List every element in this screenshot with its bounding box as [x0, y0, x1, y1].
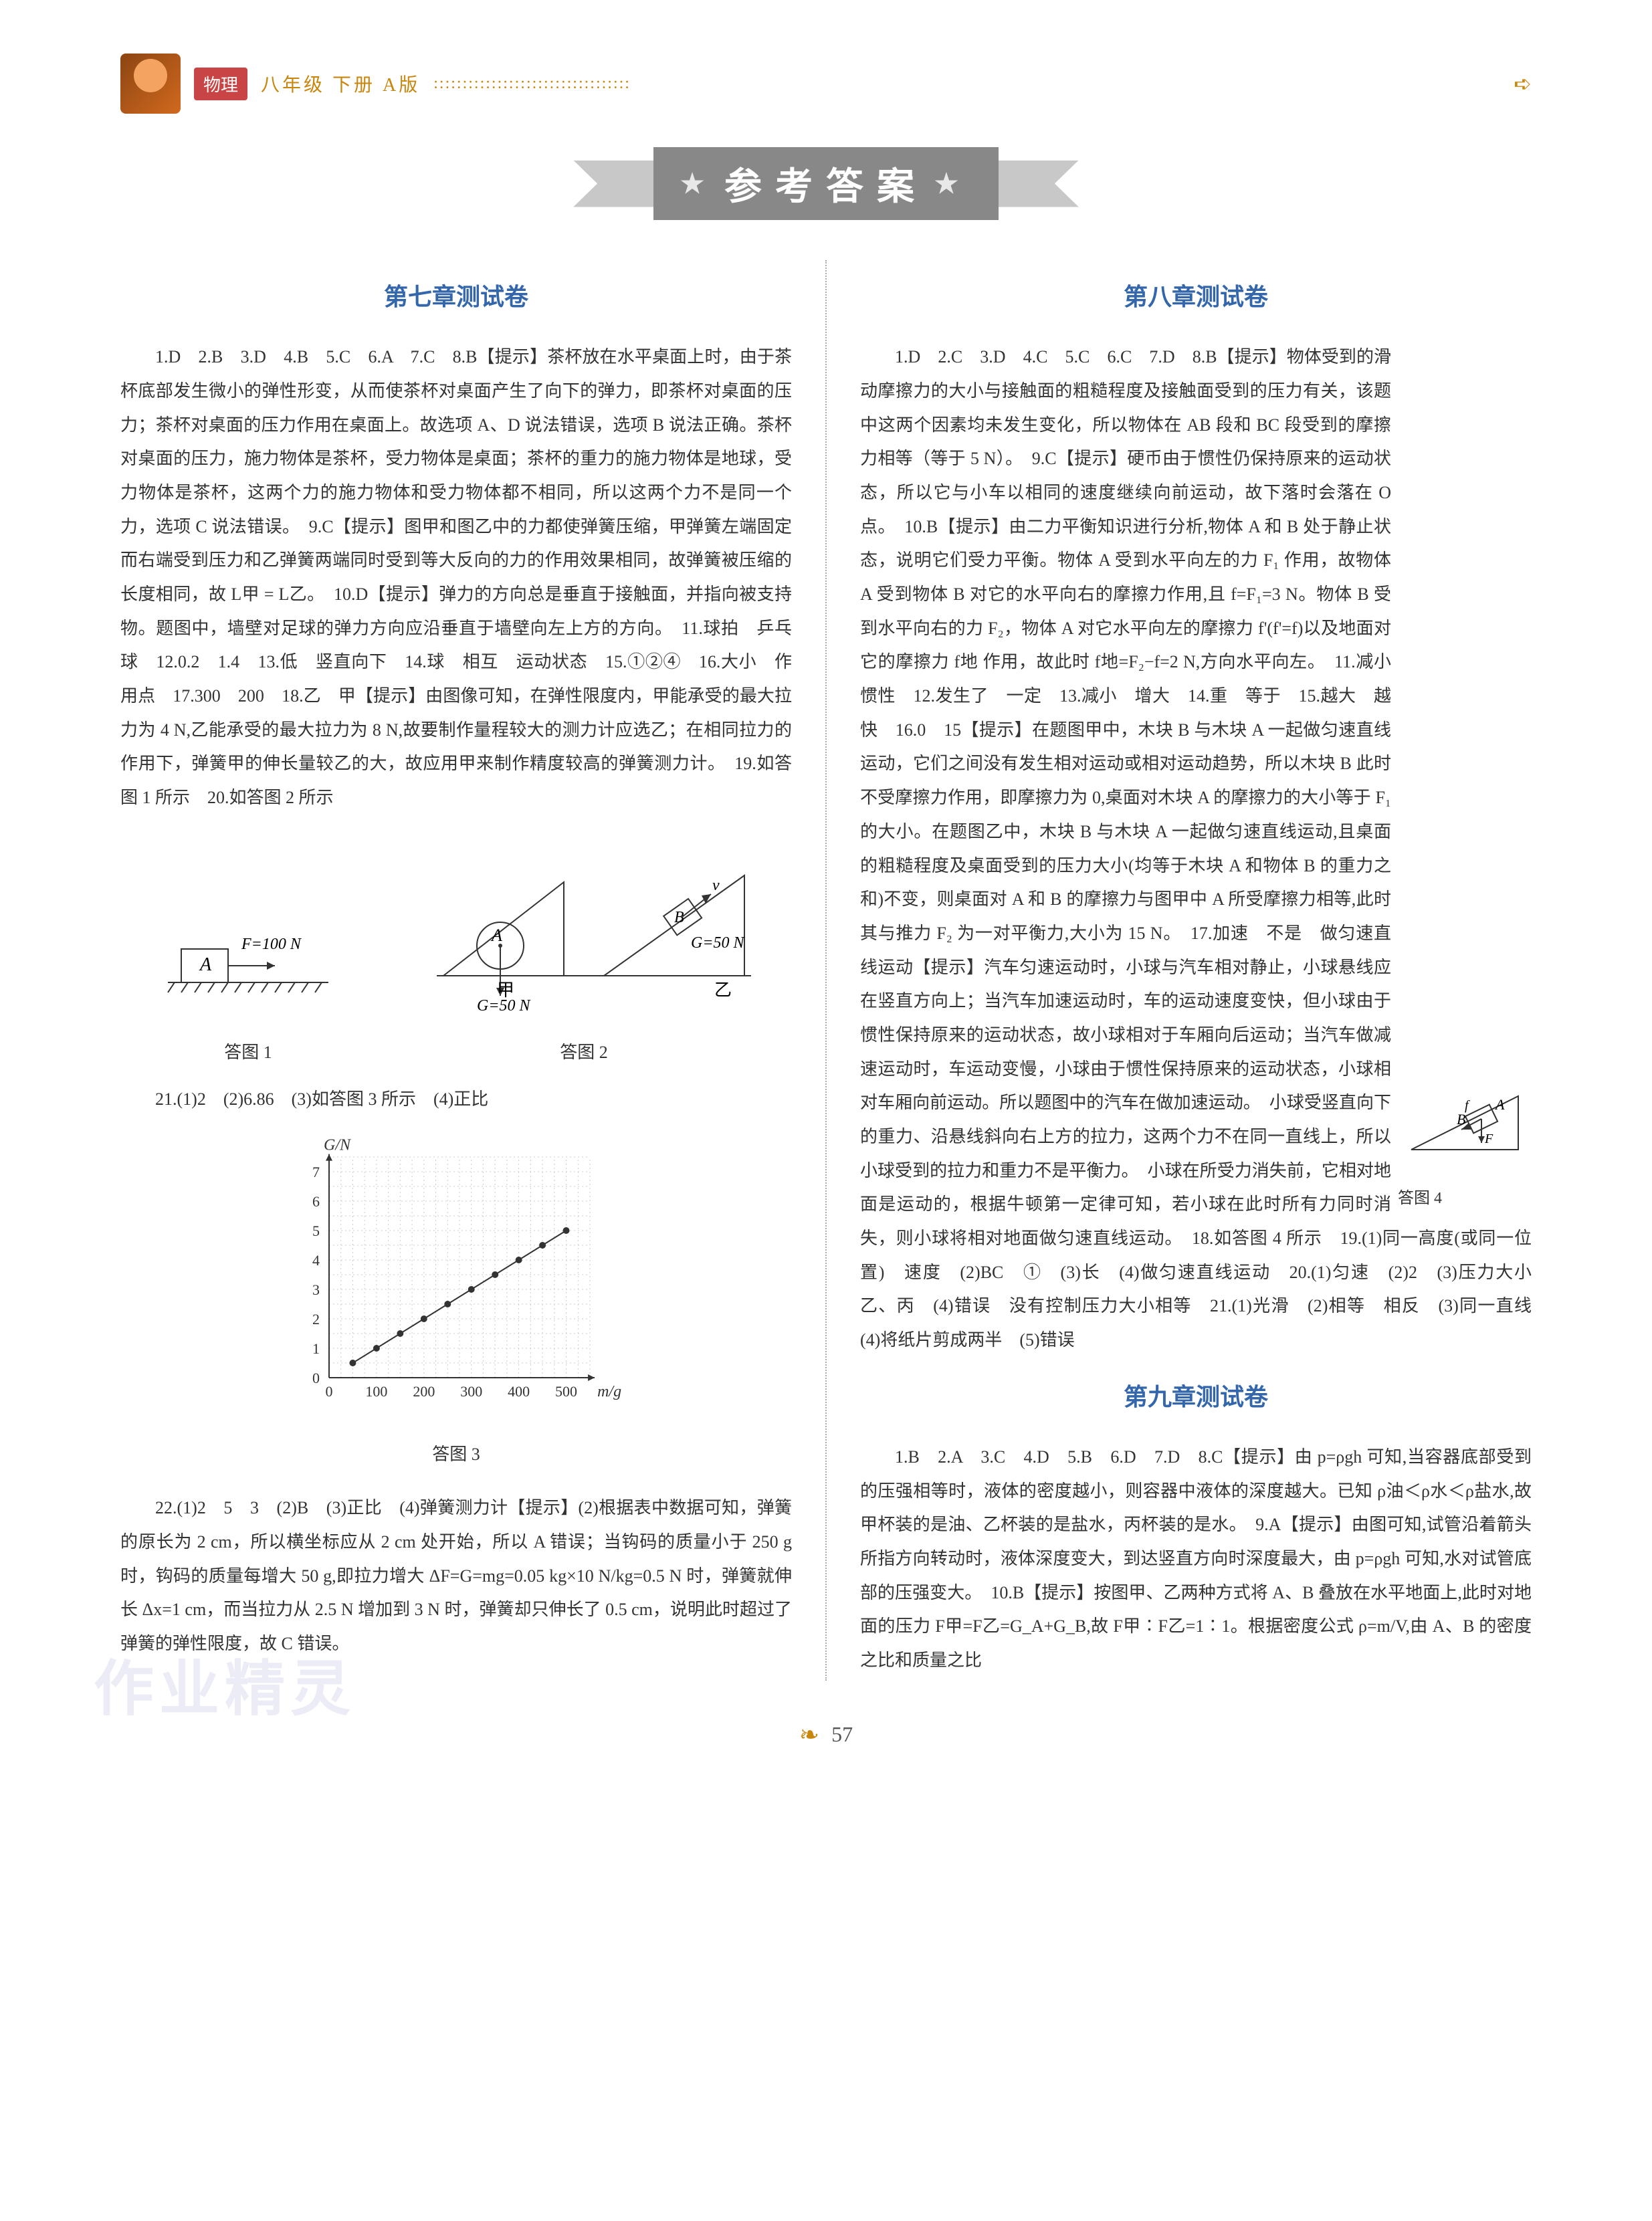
svg-text:G/N: G/N — [324, 1137, 352, 1154]
fig2-caption: 答图 2 — [410, 1036, 758, 1070]
title-banner: ★ 参考答案 ★ — [120, 147, 1532, 220]
svg-text:6: 6 — [312, 1193, 320, 1210]
chart-fig3: 0 100 200 300 400 500 0 1 2 3 4 5 6 7 m/g G/N 答图 3 — [120, 1137, 792, 1471]
fig2-label-A: A — [490, 926, 502, 945]
fig1-caption: 答图 1 — [154, 1036, 342, 1070]
svg-text:m/g: m/g — [597, 1383, 621, 1400]
svg-text:5: 5 — [312, 1223, 320, 1239]
figure-row-1-2: A F=100 N 答图 1 — [120, 842, 792, 1069]
ribbon-left — [573, 161, 653, 207]
svg-text:4: 4 — [312, 1252, 320, 1269]
chapter9-text: 1.B 2.A 3.C 4.D 5.B 6.D 7.D 8.C【提示】由 p=ρ… — [860, 1441, 1532, 1678]
chapter7-text-3: 22.(1)2 5 3 (2)B (3)正比 (4)弹簧测力计【提示】(2)根据… — [120, 1491, 792, 1661]
banner-title: 参考答案 — [724, 156, 928, 211]
svg-text:100: 100 — [365, 1383, 387, 1400]
svg-text:3: 3 — [312, 1281, 320, 1298]
ribbon-right — [999, 161, 1079, 207]
svg-text:0: 0 — [312, 1370, 320, 1386]
chapter8-title: 第八章测试卷 — [860, 274, 1532, 320]
subject-tag: 物理 — [194, 68, 247, 100]
chapter7-title: 第七章测试卷 — [120, 274, 792, 320]
svg-text:1: 1 — [312, 1340, 320, 1357]
page-number: 57 — [831, 1722, 853, 1747]
fig2-svg: A G=50 N 甲 B v G=50 N 乙 — [410, 842, 758, 1016]
ribbon-center: ★ 参考答案 ★ — [653, 147, 999, 220]
fig1-label-A: A — [199, 954, 212, 975]
star-icon: ★ — [680, 168, 718, 199]
page-header: 物理 八年级 下册 A版 :::::::::::::::::::::::::::… — [120, 54, 1532, 114]
fig2-jia: 甲 — [497, 980, 514, 1000]
fig4-svg: A B f F — [1398, 1076, 1532, 1163]
column-divider — [825, 260, 827, 1681]
chart3-caption: 答图 3 — [120, 1438, 792, 1472]
fig2-g50b: G=50 N — [691, 934, 746, 952]
header-dots: :::::::::::::::::::::::::::::::::: — [433, 75, 1500, 93]
grade-text: 八年级 下册 A版 — [261, 70, 420, 97]
svg-text:2: 2 — [312, 1311, 320, 1328]
star-icon: ★ — [934, 168, 972, 199]
fig4-F: F — [1484, 1132, 1493, 1146]
left-column: 作业精灵 第七章测试卷 1.D 2.B 3.D 4.B 5.C 6.A 7.C … — [120, 260, 792, 1681]
chart3-svg: 0 100 200 300 400 500 0 1 2 3 4 5 6 7 m/g G/N — [282, 1137, 630, 1418]
fig4-B: B — [1457, 1111, 1465, 1128]
svg-text:7: 7 — [312, 1164, 320, 1180]
arrow-icon: ➪ — [1514, 71, 1532, 96]
fig1-label-F: F=100 N — [241, 936, 302, 953]
fig4-f: f — [1465, 1098, 1470, 1113]
fig2-v: v — [712, 877, 720, 894]
content-columns: 作业精灵 第七章测试卷 1.D 2.B 3.D 4.B 5.C 6.A 7.C … — [120, 260, 1532, 1681]
svg-text:500: 500 — [555, 1383, 577, 1400]
svg-text:0: 0 — [326, 1383, 333, 1400]
chapter9-title: 第九章测试卷 — [860, 1374, 1532, 1420]
figure-2: A G=50 N 甲 B v G=50 N 乙 — [410, 842, 758, 1069]
svg-text:200: 200 — [413, 1383, 435, 1400]
fig2-label-B: B — [674, 909, 684, 926]
right-column: 第八章测试卷 A B f F 答图 4 1.D 2.C 3.D 4.C 5.C … — [860, 260, 1532, 1681]
chapter7-text-2: 21.(1)2 (2)6.86 (3)如答图 3 所示 (4)正比 — [120, 1083, 792, 1117]
fig1-svg: A F=100 N — [154, 909, 342, 1016]
svg-text:300: 300 — [460, 1383, 482, 1400]
fig4-A: A — [1494, 1096, 1505, 1113]
figure-4: A B f F 答图 4 — [1398, 1076, 1532, 1214]
page-footer: ❧ 57 — [120, 1721, 1532, 1749]
logo-icon — [120, 54, 181, 114]
fig2-yi: 乙 — [714, 980, 732, 1000]
figure-1: A F=100 N 答图 1 — [154, 909, 342, 1069]
footer-deco-icon: ❧ — [799, 1721, 819, 1749]
fig4-caption: 答图 4 — [1398, 1183, 1532, 1214]
svg-text:400: 400 — [508, 1383, 530, 1400]
chapter7-text-1: 1.D 2.B 3.D 4.B 5.C 6.A 7.C 8.B【提示】茶杯放在水… — [120, 340, 792, 815]
